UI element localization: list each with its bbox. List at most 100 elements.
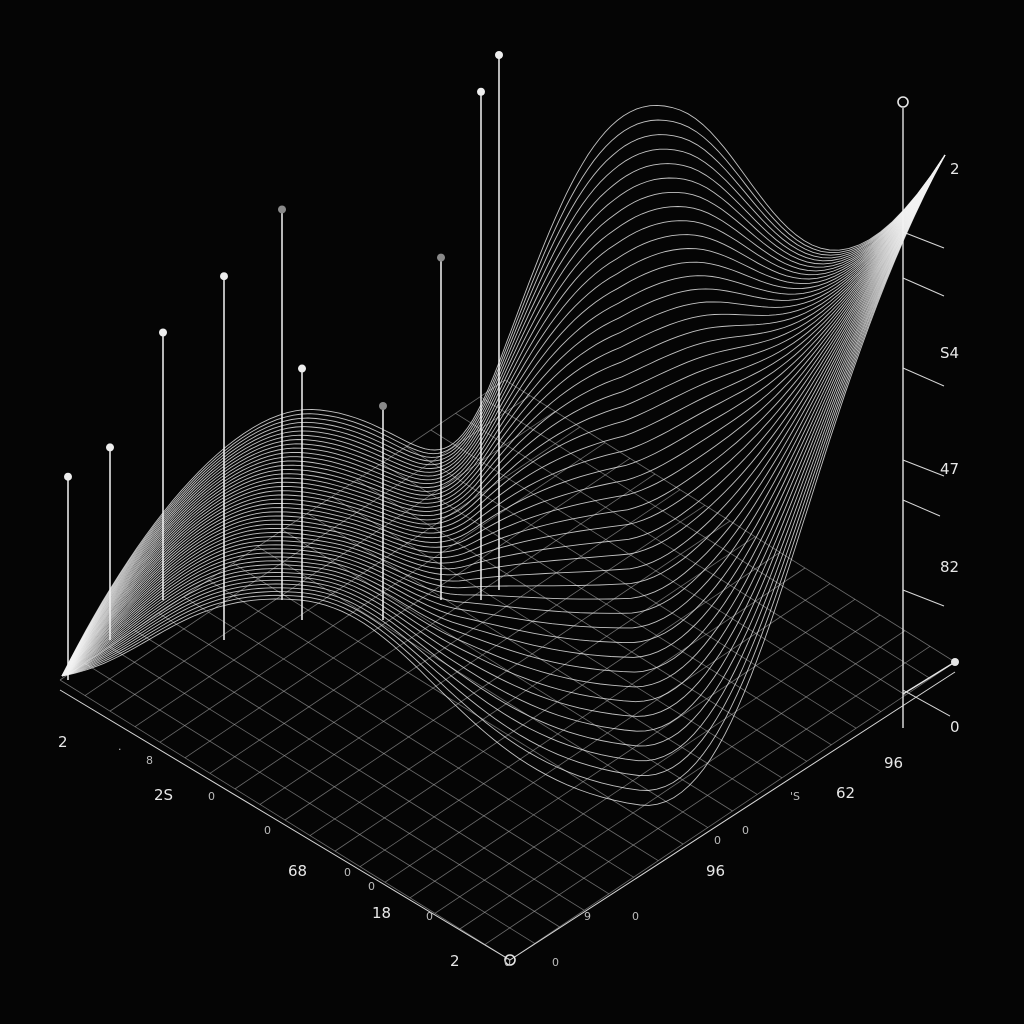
surface-contour-line <box>61 154 946 677</box>
y-tick-label: 96 <box>706 862 725 880</box>
x-tick-label: 0 <box>344 866 351 879</box>
x-tick-label: 0 <box>264 824 271 837</box>
surface-contour-line <box>61 154 946 677</box>
y-tick-label: 9 <box>584 910 591 923</box>
z-tick-line <box>902 277 945 297</box>
z-tick-label: S4 <box>940 344 959 362</box>
surface-contour-line <box>61 154 946 677</box>
surface-contour-line <box>61 154 946 677</box>
surface-contour-line <box>61 154 946 677</box>
surface-contour-line <box>61 154 946 791</box>
x-tick-label: 2S <box>154 786 173 804</box>
surface-contour-line <box>61 154 946 677</box>
z-axis-top-marker <box>897 96 909 108</box>
stem-dot <box>298 364 306 373</box>
surface-contour-line <box>61 154 946 806</box>
x-tick-label: 8 <box>146 754 153 767</box>
surface-contour-line <box>61 154 946 747</box>
z-tick-line <box>902 367 945 387</box>
z-tick-label: 2 <box>950 160 960 178</box>
y-axis-line <box>509 671 956 961</box>
stem-dot <box>437 253 445 262</box>
surface-contour-line <box>61 154 946 677</box>
z-tick-line <box>902 499 941 517</box>
surface-contour-line <box>61 154 946 677</box>
surface-contour-line <box>61 119 946 677</box>
x-tick-label: 2 <box>58 733 68 751</box>
y-tick-label: 62 <box>836 784 855 802</box>
surface-contour-line <box>61 104 946 677</box>
y-tick-label: 0 <box>504 956 511 969</box>
surface-contour-line <box>61 154 946 677</box>
grid-line <box>484 646 931 945</box>
y-tick-label: 0 <box>742 824 749 837</box>
surface-contour-line <box>61 154 946 677</box>
grid-line <box>509 661 956 961</box>
grid-line <box>459 630 906 930</box>
surface-contour-line <box>61 154 946 677</box>
surface-contour-line <box>61 148 946 677</box>
surface-contour-line <box>61 154 946 677</box>
surface-contour-line <box>61 154 946 677</box>
origin-marker <box>504 954 516 966</box>
surface-contour-line <box>61 154 946 677</box>
z-tick-label: 82 <box>940 558 959 576</box>
surface-contour-line <box>61 154 946 677</box>
surface-contour-line <box>61 154 946 677</box>
surface-contour-line <box>61 154 946 677</box>
surface-contour-line <box>61 154 946 703</box>
stem-dot <box>159 328 167 337</box>
x-tick-label: . <box>118 740 122 753</box>
surface-contour-line <box>61 154 946 677</box>
surface-contour-line <box>61 154 946 677</box>
surface-contour-line <box>61 154 946 762</box>
x-tick-label: 68 <box>288 862 307 880</box>
x-tick-label: 18 <box>372 904 391 922</box>
surface-contour-line <box>61 154 946 677</box>
surface-contour-line <box>61 154 946 677</box>
y-tick-label: 0 <box>632 910 639 923</box>
x-tick-label: 0 <box>426 910 433 923</box>
stem-dot <box>106 443 114 452</box>
surface-contour-line <box>61 154 946 677</box>
surface-contour-line <box>61 154 946 717</box>
stem-dot <box>477 87 485 96</box>
stem-dot <box>64 472 72 481</box>
surface-contour-line <box>61 154 946 677</box>
surface-contour-line <box>61 154 946 688</box>
grid-line <box>504 379 956 663</box>
surface-contour-line <box>61 154 946 677</box>
y-tick-label: 0 <box>714 834 721 847</box>
x-tick-label: 0 <box>368 880 375 893</box>
grid-line <box>480 396 931 679</box>
surface-contour-line <box>61 154 946 677</box>
stem-dot <box>495 51 503 59</box>
x-tick-label: 2 <box>450 952 460 970</box>
surface-contour-line <box>61 154 946 677</box>
surface-contour-line <box>61 154 946 677</box>
z-tick-label: 0 <box>950 718 960 736</box>
y-axis-end-line <box>902 661 956 695</box>
surface-contour-line <box>61 154 946 677</box>
stem-dot <box>278 205 286 214</box>
x-axis-line <box>59 689 511 961</box>
z-tick-label: 47 <box>940 460 959 478</box>
surface-contour-line <box>61 134 946 677</box>
stem-dot <box>220 272 228 281</box>
surface-contour-line <box>61 154 946 777</box>
z-tick-line <box>902 231 945 249</box>
grid-line <box>455 412 906 696</box>
grid-line <box>430 429 882 713</box>
y-axis-end-marker <box>951 658 959 666</box>
z-tick-line <box>902 459 945 477</box>
z-tick-line <box>902 689 951 717</box>
surface <box>61 104 946 806</box>
floor-grid <box>59 379 956 966</box>
y-tick-label: 'S <box>790 790 800 803</box>
surface-contour-line <box>61 154 946 677</box>
y-tick-label: 96 <box>884 754 903 772</box>
surface-contour-line <box>61 154 946 677</box>
y-tick-label: 0 <box>552 956 559 969</box>
